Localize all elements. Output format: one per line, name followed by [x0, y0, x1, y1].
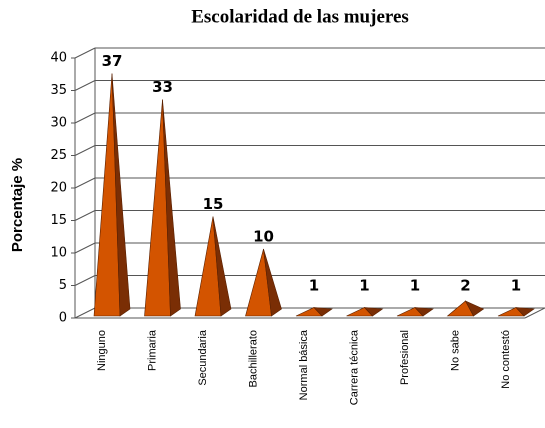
pyramid-side [212, 216, 232, 317]
pyramid-side [363, 307, 384, 317]
grid-line [74, 80, 96, 91]
pyramid-side [111, 73, 131, 317]
y-tick-label: 40 [50, 51, 67, 66]
x-tick-label: Bachillerato [247, 330, 259, 387]
grid-line [74, 210, 96, 221]
value-label: 2 [460, 277, 470, 295]
y-tick-label: 25 [50, 148, 67, 163]
value-label: 1 [410, 277, 420, 295]
x-tick-label: Secundaria [197, 329, 209, 386]
x-tick-label: No sabe [449, 330, 461, 371]
x-tick-label: Ninguno [96, 330, 108, 371]
y-tick-label: 35 [50, 83, 67, 98]
y-tick-label: 0 [59, 311, 67, 326]
grid-line [74, 275, 96, 286]
value-label: 15 [203, 195, 224, 213]
value-label: 10 [253, 228, 274, 246]
pyramid-side [313, 307, 333, 317]
pyramid-side [263, 248, 282, 317]
y-tick-label: 10 [50, 246, 67, 261]
y-tick-label: 5 [59, 278, 67, 293]
value-label: 33 [152, 78, 173, 96]
x-tick-label: Primaria [146, 329, 158, 371]
x-tick-label: No contestó [500, 330, 512, 389]
pyramid-side [162, 99, 181, 317]
x-tick-label: Carrera técnica [348, 329, 360, 405]
x-tick-label: Normal básica [298, 329, 310, 400]
value-label: 37 [102, 52, 123, 70]
y-tick-label: 30 [50, 116, 67, 131]
floor-edge [524, 307, 545, 319]
grid-line [74, 242, 96, 254]
x-tick-label: Profesional [399, 330, 411, 385]
y-axis-label: Porcentaje % [9, 158, 26, 252]
pyramid-side [464, 300, 485, 317]
grid-line [74, 47, 96, 59]
value-label: 1 [309, 277, 319, 295]
grid-line [74, 112, 96, 124]
grid-line [74, 145, 96, 156]
y-tick-label: 20 [50, 181, 67, 196]
chart-title: Escolaridad de las mujeres [191, 6, 409, 27]
pyramid-side [414, 307, 434, 317]
value-label: 1 [511, 277, 521, 295]
y-tick-label: 15 [50, 213, 67, 228]
grid-line [74, 307, 96, 319]
grid-line [74, 177, 96, 189]
pyramid-side [515, 307, 535, 317]
value-label: 1 [359, 277, 369, 295]
